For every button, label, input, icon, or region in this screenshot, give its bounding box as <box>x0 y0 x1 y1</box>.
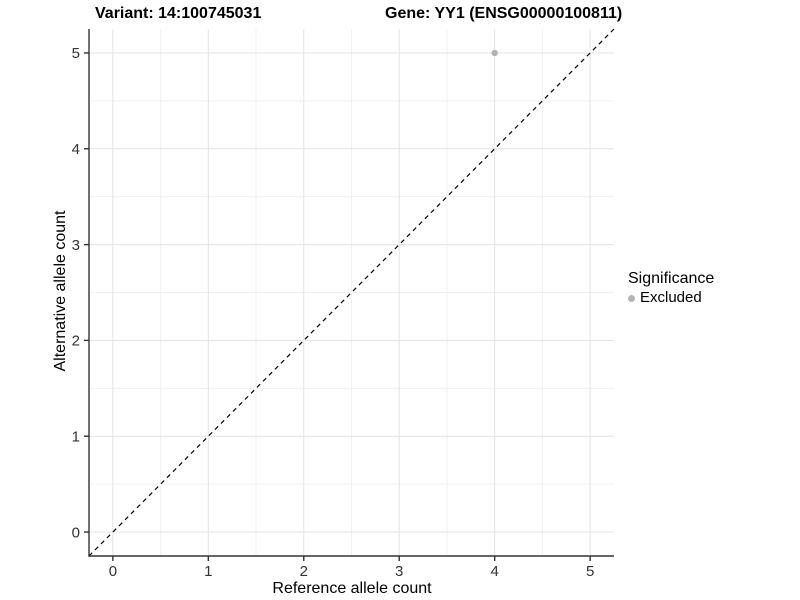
data-point <box>491 49 498 57</box>
y-tick-label: 5 <box>72 45 80 62</box>
variant-title: Variant: 14:100745031 <box>95 5 262 22</box>
y-tick-label: 4 <box>72 141 80 158</box>
x-tick-label: 5 <box>586 563 594 580</box>
x-tick-label: 4 <box>491 563 499 580</box>
x-tick-label: 1 <box>204 563 212 580</box>
legend-point-icon <box>628 294 635 302</box>
y-tick-label: 3 <box>72 237 80 254</box>
x-tick-label: 2 <box>300 563 308 580</box>
legend-item-excluded: Excluded <box>628 289 714 307</box>
plot-title-row: Variant: 14:100745031 Gene: YY1 (ENSG000… <box>0 4 800 24</box>
legend-item-label: Excluded <box>640 289 702 306</box>
x-tick-label: 0 <box>109 563 117 580</box>
gene-title: Gene: YY1 (ENSG00000100811) <box>385 5 623 22</box>
legend-title: Significance <box>628 270 715 287</box>
y-tick-label: 2 <box>72 333 80 350</box>
x-tick-label: 3 <box>395 563 403 580</box>
y-tick-label: 1 <box>72 428 80 445</box>
y-axis-title: Alternative allele count <box>52 210 69 372</box>
y-tick-label: 0 <box>72 524 80 541</box>
legend: Significance Excluded <box>628 269 714 307</box>
x-axis-title: Reference allele count <box>272 580 432 597</box>
